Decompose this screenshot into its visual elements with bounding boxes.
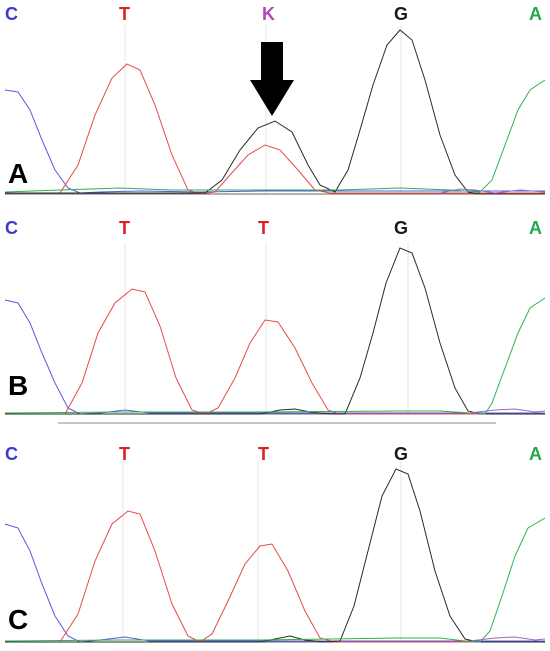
arrow-icon [250, 42, 294, 116]
chromatogram-b-svg [4, 243, 546, 424]
trace-c [4, 89, 545, 194]
base-call-1: C [5, 444, 18, 464]
chromatogram-panel-b: C T T G A B [0, 218, 550, 433]
base-call-3: T [258, 218, 269, 238]
trace-c [4, 299, 545, 415]
panel-label: C [8, 604, 29, 635]
panel-label: A [8, 158, 29, 189]
base-call-3: K [262, 4, 275, 24]
chromatogram-panel-a: C T K G A A [0, 0, 550, 215]
chromatogram-a-svg [4, 25, 546, 195]
panel-label: B [8, 370, 29, 401]
trace-noise [439, 188, 546, 194]
trace-noise [469, 408, 546, 414]
trace-g [5, 29, 545, 195]
base-call-3: T [258, 444, 269, 464]
base-call-4: G [394, 218, 409, 238]
trace-t [5, 510, 545, 643]
trace-g [5, 247, 545, 415]
trace-noise [469, 636, 546, 642]
base-call-2: T [119, 444, 130, 464]
chromatogram-c-svg [4, 461, 546, 643]
trace-a [4, 297, 546, 415]
base-call-2: T [119, 218, 130, 238]
base-call-2: T [119, 4, 130, 24]
base-call-5: A [529, 218, 542, 238]
base-call-1: C [5, 218, 18, 238]
trace-t [5, 63, 545, 195]
base-call-4: G [394, 4, 409, 24]
trace-c [4, 523, 545, 643]
chromatogram-panel-c: C T T G A C [0, 436, 550, 651]
base-call-5: A [529, 444, 542, 464]
base-call-1: C [5, 4, 18, 24]
trace-t [5, 288, 545, 415]
trace-g [5, 468, 545, 643]
base-call-4: G [394, 444, 409, 464]
trace-a [4, 517, 546, 643]
trace-a [4, 79, 546, 193]
base-call-5: A [529, 4, 542, 24]
